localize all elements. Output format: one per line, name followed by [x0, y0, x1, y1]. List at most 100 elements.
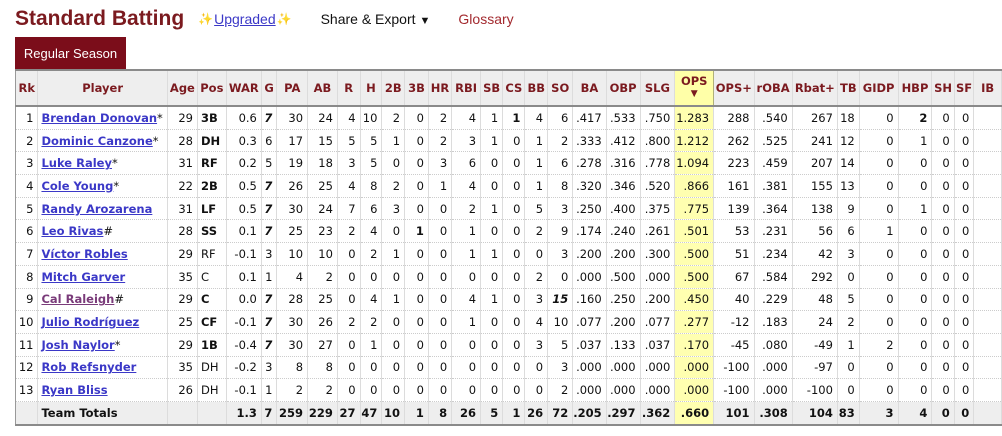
rank-cell: 4: [15, 174, 39, 198]
player-link[interactable]: Cal Raleigh: [41, 292, 115, 307]
column-header-ops[interactable]: OPS ▼: [674, 69, 715, 107]
column-header-label: Age: [169, 81, 195, 95]
h-cell: 2: [360, 310, 383, 334]
column-header-ib[interactable]: IB: [973, 70, 1002, 107]
column-header-cs[interactable]: CS: [502, 70, 526, 107]
column-header-h[interactable]: H: [360, 70, 383, 107]
column-header-player[interactable]: Player: [37, 70, 168, 107]
sf-cell: 0: [954, 151, 975, 176]
column-header-2b[interactable]: 2B: [381, 70, 406, 107]
g-cell: 5: [261, 151, 278, 176]
g-cell: 3: [261, 242, 278, 266]
player-link[interactable]: Randy Arozarena: [41, 201, 153, 216]
age-cell: 29: [167, 333, 198, 357]
column-header-pa[interactable]: PA: [276, 70, 309, 107]
cs-cell: 0: [502, 219, 526, 244]
gidp-cell: 2: [859, 333, 899, 357]
player-link[interactable]: Rob Refsnyder: [41, 360, 137, 375]
cs-cell: 0: [502, 174, 526, 198]
rbi-cell: 4: [451, 288, 482, 312]
column-header-rk[interactable]: Rk: [15, 70, 39, 107]
column-header-gidp[interactable]: GIDP: [859, 70, 899, 107]
rbi-cell: 1: [451, 310, 482, 334]
ops-cell: .170: [674, 333, 715, 357]
pos-cell: DH: [197, 378, 227, 402]
slg-cell: .778: [640, 151, 676, 176]
column-header-label: BA: [580, 81, 599, 95]
column-header-hr[interactable]: HR: [428, 70, 453, 107]
column-header-label: HBP: [901, 81, 929, 95]
opsp-cell: -45: [713, 333, 755, 357]
player-link[interactable]: Leo Rivas: [41, 224, 104, 239]
tb-cell: 5: [837, 288, 860, 312]
player-link[interactable]: Josh Naylor: [41, 337, 115, 352]
ba-cell: .174: [572, 219, 607, 244]
cs-cell: 0: [502, 151, 526, 176]
column-header-r[interactable]: R: [337, 70, 361, 107]
column-header-pos[interactable]: Pos: [197, 70, 227, 107]
table-row: 12 Rob Refsnyder 35 DH -0.2 3 8 8 0 0 0 0 0 0 0 0 0 3.000…: [15, 356, 1002, 380]
column-header-rbi[interactable]: RBI: [451, 70, 482, 107]
column-header-roba[interactable]: rOBA: [754, 70, 793, 107]
age-cell: 29: [167, 242, 198, 266]
tab-regular-season[interactable]: Regular Season: [15, 37, 126, 69]
ba-cell: .160: [572, 288, 607, 312]
column-header-so[interactable]: SO: [547, 70, 574, 107]
player-link[interactable]: Cole Young: [41, 178, 114, 193]
ops-cell: 1.283: [674, 106, 715, 130]
rank-cell: 3: [15, 151, 39, 176]
gidp-cell: 0: [859, 174, 899, 198]
hr-cell: 0: [428, 265, 453, 289]
glossary-link[interactable]: Glossary: [458, 11, 514, 27]
table-row: 6 Leo Rivas# 28 SS 0.1 7 25 23 2 4 0 1 0 1 0 0 2 9.174.24…: [15, 219, 1002, 244]
opsp-cell: 139: [713, 197, 755, 221]
upgraded-link[interactable]: Upgraded: [214, 11, 276, 27]
rbi-cell: 1: [451, 242, 482, 266]
column-header-slg[interactable]: SLG: [640, 70, 676, 107]
column-header-age[interactable]: Age: [167, 70, 198, 107]
3b-cell: 0: [404, 356, 429, 380]
roba-cell: .080: [754, 333, 793, 357]
player-link[interactable]: Víctor Robles: [41, 246, 128, 261]
column-header-bb[interactable]: BB: [524, 70, 549, 107]
3b-cell: 0: [404, 288, 429, 312]
sf-total-cell: 0: [954, 401, 975, 425]
cs-cell: 0: [502, 197, 526, 221]
rbat-cell: 241: [792, 129, 838, 153]
handedness-marker: *: [113, 178, 120, 193]
rbi-cell: 4: [451, 174, 482, 198]
ib-cell: [973, 378, 1002, 402]
column-header-ops-plus[interactable]: OPS+: [713, 70, 755, 107]
column-header-tb[interactable]: TB: [837, 70, 860, 107]
so-cell: 5: [547, 333, 574, 357]
share-export-menu[interactable]: Share & Export ▼: [321, 11, 431, 27]
column-header-ab[interactable]: AB: [307, 70, 338, 107]
player-link[interactable]: Mitch Garver: [41, 269, 126, 284]
rank-cell: 8: [15, 265, 39, 289]
sf-cell: 0: [954, 265, 975, 289]
column-header-g[interactable]: G: [261, 70, 278, 107]
opsp-cell: -100: [713, 356, 755, 380]
column-header-war[interactable]: WAR: [226, 70, 262, 107]
sb-cell: 1: [480, 106, 504, 130]
column-header-rbat-plus[interactable]: Rbat+: [792, 70, 838, 107]
ab-cell: 25: [307, 174, 338, 198]
column-header-sb[interactable]: SB: [480, 70, 504, 107]
column-header-sh[interactable]: SH: [931, 70, 955, 107]
age-cell: 28: [167, 129, 198, 153]
column-header-ba[interactable]: BA: [572, 70, 607, 107]
player-link[interactable]: Brendan Donovan: [41, 110, 158, 125]
player-link[interactable]: Ryan Bliss: [41, 383, 108, 398]
column-header-sf[interactable]: SF: [954, 70, 975, 107]
column-header-3b[interactable]: 3B: [404, 70, 429, 107]
table-row: 11 Josh Naylor* 29 1B -0.4 7 30 27 0 1 0 0 0 0 0 0 3 5.03…: [15, 333, 1002, 357]
player-link[interactable]: Luke Raley: [41, 156, 112, 171]
player-link[interactable]: Julio Rodríguez: [41, 315, 140, 330]
player-link[interactable]: Dominic Canzone: [41, 133, 153, 148]
hbp-cell: 0: [898, 356, 933, 380]
gidp-cell: 0: [859, 265, 899, 289]
column-header-hbp[interactable]: HBP: [898, 70, 933, 107]
hr-cell: 2: [428, 129, 453, 153]
ib-total-cell: [973, 401, 1002, 425]
column-header-obp[interactable]: OBP: [606, 70, 641, 107]
